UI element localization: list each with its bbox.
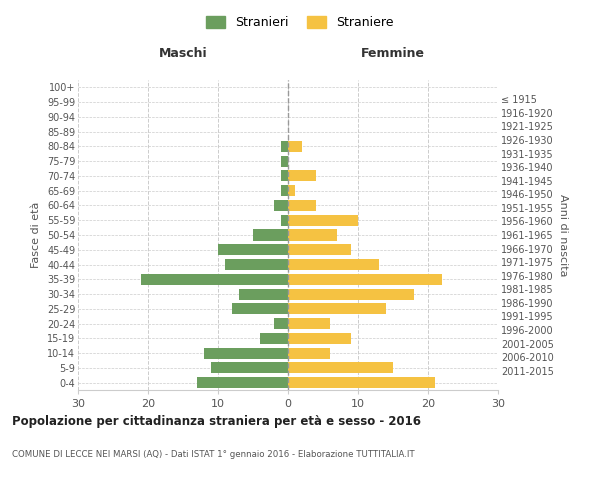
Bar bbox=[288, 333, 351, 344]
Bar bbox=[239, 288, 288, 300]
Bar bbox=[288, 274, 442, 285]
Bar bbox=[288, 214, 358, 226]
Bar bbox=[288, 259, 379, 270]
Bar bbox=[288, 304, 386, 314]
Bar bbox=[281, 214, 288, 226]
Bar bbox=[211, 362, 288, 374]
Bar bbox=[274, 318, 288, 329]
Bar bbox=[288, 362, 393, 374]
Bar bbox=[197, 377, 288, 388]
Legend: Stranieri, Straniere: Stranieri, Straniere bbox=[202, 11, 398, 34]
Y-axis label: Anni di nascita: Anni di nascita bbox=[557, 194, 568, 276]
Bar bbox=[288, 244, 351, 256]
Text: Femmine: Femmine bbox=[361, 47, 425, 60]
Bar bbox=[204, 348, 288, 358]
Bar bbox=[281, 141, 288, 152]
Bar bbox=[225, 259, 288, 270]
Bar bbox=[288, 288, 414, 300]
Bar bbox=[218, 244, 288, 256]
Bar bbox=[281, 156, 288, 166]
Bar bbox=[288, 141, 302, 152]
Bar bbox=[288, 318, 330, 329]
Bar bbox=[281, 170, 288, 181]
Bar bbox=[274, 200, 288, 211]
Bar bbox=[288, 348, 330, 358]
Text: Popolazione per cittadinanza straniera per età e sesso - 2016: Popolazione per cittadinanza straniera p… bbox=[12, 415, 421, 428]
Bar bbox=[288, 377, 435, 388]
Bar bbox=[281, 185, 288, 196]
Bar bbox=[232, 304, 288, 314]
Bar bbox=[288, 230, 337, 240]
Bar bbox=[288, 200, 316, 211]
Y-axis label: Fasce di età: Fasce di età bbox=[31, 202, 41, 268]
Bar bbox=[288, 170, 316, 181]
Bar bbox=[141, 274, 288, 285]
Bar bbox=[253, 230, 288, 240]
Bar bbox=[260, 333, 288, 344]
Bar bbox=[288, 185, 295, 196]
Text: Maschi: Maschi bbox=[158, 47, 208, 60]
Text: COMUNE DI LECCE NEI MARSI (AQ) - Dati ISTAT 1° gennaio 2016 - Elaborazione TUTTI: COMUNE DI LECCE NEI MARSI (AQ) - Dati IS… bbox=[12, 450, 415, 459]
